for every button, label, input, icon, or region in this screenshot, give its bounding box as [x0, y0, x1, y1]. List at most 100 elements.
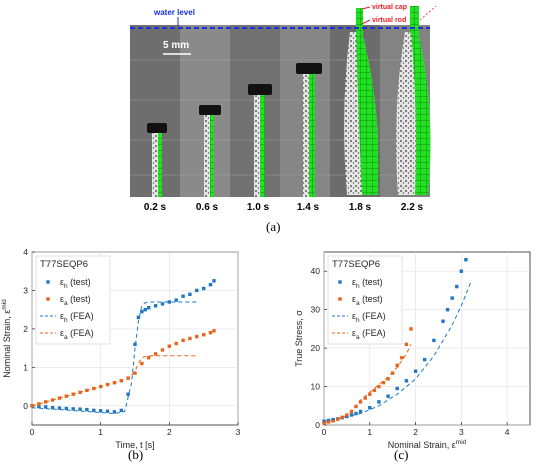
chart-c-xtick-label-4: 4: [505, 427, 510, 437]
chart-b-series-0-point-7: [78, 407, 82, 411]
chart-c-series-2-line: [323, 282, 471, 422]
chart-b-legend-entry-1-suffix: (test): [68, 294, 91, 304]
chart-b-series-1-point-19: [160, 348, 165, 352]
chart-c-series-0-point-21: [459, 269, 463, 273]
chart-b-ytick-label-4: 4: [23, 247, 28, 257]
chart-b-series-0-point-23: [174, 298, 178, 302]
chart-c-legend-entry-2: εh (FEA): [352, 311, 386, 324]
chart-c-legend-entry-0-sub: h: [356, 283, 360, 290]
experiment-photo-panel: water level virtual cap virtual rod 5 mm…: [130, 4, 437, 213]
chart-c-series-0-point-17: [441, 319, 445, 323]
chart-c-series-1-point-12: [377, 384, 381, 389]
chart-c-ytick-label-4: 40: [311, 266, 321, 276]
chart-c-series-0-point-16: [432, 338, 436, 343]
chart-c-xtick-label-0: 0: [322, 427, 327, 437]
chart-b-series-1-point-27: [212, 329, 216, 333]
chart-c-series-0-point-11: [386, 394, 390, 398]
chart-b-legend-entry-3-suffix: (FEA): [68, 328, 94, 338]
specimen-frame-1: [147, 123, 167, 197]
specimen-frame-4: [296, 63, 322, 197]
chart-c-series-1-point-15: [391, 371, 395, 375]
chart-b-series-1-point-23: [188, 336, 192, 341]
chart-c-series-1-point-19: [409, 327, 413, 331]
chart-b-series-0-point-14: [126, 392, 130, 396]
chart-b-series-0-point-21: [160, 302, 165, 306]
chart-c-series-0-point-9: [368, 406, 372, 410]
chart-c-series-1-point-9: [363, 396, 367, 400]
chart-b-xtick-label-0: 0: [30, 427, 35, 437]
chart-c-series-1-point-17: [400, 356, 404, 360]
chart-b-series-0-point-1: [37, 404, 41, 409]
chart-c-legend-entry-1-main: ε: [352, 294, 356, 304]
chart-c-series-0-point-8: [358, 409, 363, 414]
chart-c-series-1-point-8: [358, 400, 363, 404]
time-label-4: 1.4 s: [297, 202, 320, 213]
chart-b-xtick-label-1: 1: [98, 427, 103, 437]
chart-c-series-0-point-10: [377, 400, 381, 404]
chart-b-series-2-line: [31, 301, 197, 415]
chart-c-series-0-point-20: [455, 284, 459, 289]
chart-b-ytick-label-0: 0: [23, 401, 28, 411]
specimen-frame-2: [199, 105, 221, 197]
water-level-label: water level: [153, 8, 195, 17]
specimen-frame-6: [396, 6, 431, 195]
chart-b-legend-entry-1: εa (test): [60, 294, 91, 307]
chart-c-series-1-point-18: [404, 342, 409, 346]
chart-c-ytick-label-1: 10: [311, 382, 321, 392]
panel-b-label: (b): [128, 447, 144, 462]
chart-b-legend-entry-2: εh (FEA): [60, 311, 94, 324]
chart-c-ytick-label-0: 0: [315, 420, 320, 430]
chart-b-series-1-point-21: [174, 341, 178, 346]
chart-c-series-0-point-6: [349, 413, 354, 417]
chart-c-xtick-label-3: 3: [459, 427, 464, 437]
chart-c-legend-entry-2-suffix: (FEA): [360, 311, 386, 321]
chart-b-series-1-point-26: [208, 331, 213, 335]
chart-b-series-0-point-27: [202, 286, 206, 291]
virtual-rod-guide: [419, 5, 437, 21]
chart-c-series-1-point-16: [395, 363, 399, 368]
chart-b-series-1-point-15: [133, 371, 137, 375]
chart-c-series-0-point-13: [404, 379, 409, 383]
chart-b-legend-entry-2-suffix: (FEA): [68, 311, 94, 321]
chart-b-series-0-point-2: [44, 405, 48, 409]
chart-b-series-0-point-5: [64, 406, 68, 411]
time-labels: 0.2 s 0.6 s 1.0 s 1.4 s 1.8 s 2.2 s: [144, 202, 424, 213]
chart-b-legend-entry-3-sub: a: [64, 334, 68, 341]
chart-c-legend-entry-2-main: ε: [352, 311, 356, 321]
chart-c-series-3-line: [323, 344, 412, 424]
chart-b-series-0-point-20: [153, 304, 158, 308]
chart-c-series-0-point-15: [423, 357, 427, 362]
chart-c-series-0-point-19: [450, 296, 454, 300]
chart-b-series-1-point-18: [153, 352, 158, 356]
time-label-3: 1.0 s: [247, 202, 270, 213]
chart-c-legend-entry-0-main: ε: [352, 277, 356, 287]
chart-b-legend-entry-3-main: ε: [60, 328, 64, 338]
chart-c-legend-entry-3-sub: a: [356, 334, 360, 341]
virtual-cap-label: virtual cap: [372, 4, 407, 11]
chart-b-series-0-point-11: [105, 409, 110, 413]
chart-b-xtick-label-2: 2: [167, 427, 172, 437]
chart-c-xtick-label-1: 1: [367, 427, 372, 437]
time-label-2: 0.6 s: [196, 202, 219, 213]
chart-c-series-1-point-1: [326, 420, 331, 424]
chart-b-series-1-point-24: [195, 334, 199, 339]
chart-c-legend-swatch-1: [338, 297, 342, 301]
chart-b-series-1-point-22: [181, 338, 185, 343]
chart-b-series-0-point-26: [195, 288, 199, 293]
chart-b-series-1-point-16: [140, 361, 144, 366]
time-label-6: 2.2 s: [401, 202, 424, 213]
chart-c-series-1-point-10: [368, 392, 372, 396]
chart-c-series-1-point-14: [386, 377, 390, 381]
chart-c-legend-entry-0-suffix: (test): [360, 277, 383, 287]
chart-c-legend-entry-3: εa (FEA): [352, 328, 386, 341]
chart-c-xtick-label-2: 2: [413, 427, 418, 437]
chart-c-series-0-point-14: [413, 369, 418, 373]
chart-b-series-0-point-29: [212, 279, 216, 283]
virtual-rod-label: virtual rod: [372, 17, 406, 24]
chart-b-series-0-point-4: [57, 406, 62, 410]
chart-b-series-1-point-20: [167, 344, 171, 348]
virtual-rod-arrow: [361, 19, 371, 25]
chart-b-legend-swatch-0: [46, 280, 50, 284]
